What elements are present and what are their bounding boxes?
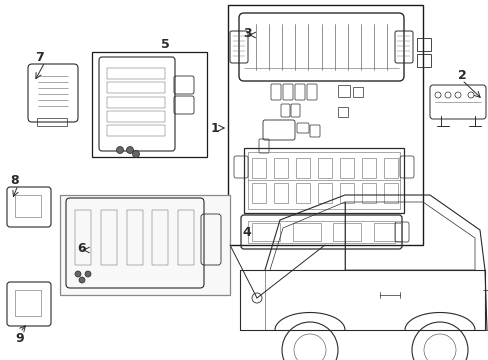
Bar (295, 158, 309, 178)
Circle shape (126, 147, 133, 153)
Bar (247, 221, 394, 243)
Bar (337, 107, 347, 117)
Circle shape (75, 271, 81, 277)
Bar (92, 52, 206, 157)
Bar (416, 38, 430, 51)
Bar (107, 82, 164, 93)
Text: 6: 6 (78, 242, 86, 255)
Bar (251, 223, 280, 241)
Bar (383, 158, 397, 178)
Bar (101, 210, 117, 265)
Bar (126, 210, 142, 265)
Bar (292, 223, 320, 241)
Bar (317, 183, 331, 203)
Bar (273, 158, 287, 178)
Circle shape (116, 147, 123, 153)
Bar (273, 183, 287, 203)
Text: 5: 5 (160, 37, 169, 50)
Bar (244, 148, 403, 213)
Bar (107, 125, 164, 136)
Text: 4: 4 (242, 225, 251, 239)
Bar (373, 223, 401, 241)
Bar (352, 87, 362, 97)
Bar (295, 183, 309, 203)
Bar (75, 210, 91, 265)
Text: 8: 8 (11, 174, 19, 186)
Bar (107, 96, 164, 108)
Bar (247, 152, 399, 209)
Bar (337, 85, 349, 97)
Circle shape (85, 271, 91, 277)
Bar (383, 183, 397, 203)
Bar (227, 5, 422, 245)
Bar (361, 183, 375, 203)
Bar (339, 183, 353, 203)
Bar (240, 270, 484, 330)
Bar (178, 210, 194, 265)
Bar (152, 210, 168, 265)
Bar (15, 290, 41, 316)
Bar (339, 158, 353, 178)
Bar (251, 158, 265, 178)
Bar (15, 195, 41, 217)
Text: 2: 2 (457, 68, 466, 81)
Bar (107, 68, 164, 79)
Text: 3: 3 (242, 27, 251, 40)
Bar (416, 54, 430, 67)
Bar (60, 195, 229, 295)
Bar (317, 158, 331, 178)
Bar (361, 158, 375, 178)
Text: 9: 9 (16, 332, 24, 345)
Bar (333, 223, 361, 241)
Bar (37, 118, 67, 126)
Circle shape (79, 277, 85, 283)
Circle shape (132, 150, 139, 158)
Text: 1: 1 (210, 122, 219, 135)
Text: 7: 7 (36, 50, 44, 63)
Bar (251, 183, 265, 203)
Bar (107, 111, 164, 122)
